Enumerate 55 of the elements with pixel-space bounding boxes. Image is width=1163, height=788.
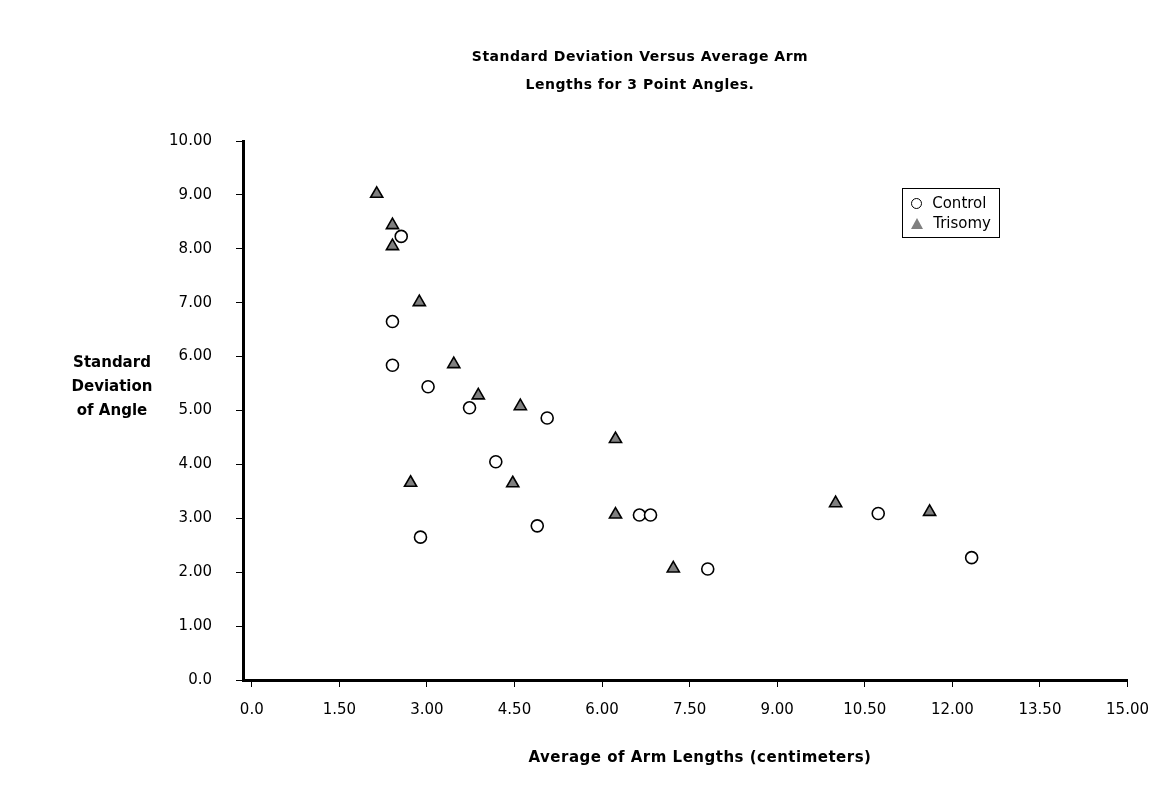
point xyxy=(369,186,384,199)
x-tick-label: 6.00 xyxy=(585,699,619,718)
y-tick-label: 7.00 xyxy=(178,292,212,311)
y-tick-label: 10.00 xyxy=(169,130,212,149)
x-tick-label: 13.50 xyxy=(1018,699,1062,718)
point xyxy=(828,495,843,508)
x-tick-label: 3.00 xyxy=(410,699,444,718)
y-tick-label: 0.0 xyxy=(188,669,212,688)
y-tick-label: 4.00 xyxy=(178,454,212,473)
y-tick-label: 1.00 xyxy=(178,615,212,634)
point xyxy=(394,229,409,244)
point xyxy=(700,562,715,576)
point xyxy=(608,431,623,444)
y-axis-title: Standard Deviation of Angle xyxy=(70,352,154,421)
point xyxy=(643,508,658,522)
y-tick-label: 9.00 xyxy=(178,184,212,203)
y-tick-label: 5.00 xyxy=(178,400,212,419)
x-axis-title: Average of Arm Lengths (centimeters) xyxy=(527,748,873,766)
point xyxy=(462,401,477,415)
y-tick-label: 3.00 xyxy=(178,508,212,527)
x-tick-label: 9.00 xyxy=(760,699,794,718)
point xyxy=(385,238,400,251)
point xyxy=(471,387,486,400)
x-tick-label: 4.50 xyxy=(497,699,532,718)
chart-title: Standard Deviation Versus Average Arm Lengths for 3 Point Angles. xyxy=(470,47,810,94)
point xyxy=(608,506,623,519)
y-tick-label: 8.00 xyxy=(178,238,212,257)
point xyxy=(412,294,427,307)
y-tick-label: 6.00 xyxy=(178,346,212,365)
point xyxy=(421,379,435,394)
x-tick-label: 15.00 xyxy=(1106,699,1150,718)
point xyxy=(489,454,503,469)
point xyxy=(871,506,886,521)
point xyxy=(505,475,520,488)
x-tick-label: 7.50 xyxy=(672,699,707,718)
point xyxy=(922,504,937,517)
point xyxy=(632,508,647,522)
point xyxy=(413,530,428,544)
legend-label: Trisomy xyxy=(933,214,991,232)
point xyxy=(446,356,461,369)
x-tick-label: 12.00 xyxy=(930,699,974,718)
point xyxy=(385,314,400,329)
legend-label: Control xyxy=(932,194,987,212)
point xyxy=(666,560,681,573)
point xyxy=(964,550,979,565)
point xyxy=(385,358,400,373)
point xyxy=(513,398,528,411)
point xyxy=(385,217,400,230)
y-tick-label: 2.00 xyxy=(178,562,212,581)
x-tick-label: 0.0 xyxy=(239,699,264,718)
x-tick-label: 1.50 xyxy=(322,699,357,718)
x-tick-label: 10.50 xyxy=(843,699,887,718)
point xyxy=(540,411,554,425)
point xyxy=(530,519,545,533)
point xyxy=(403,474,418,488)
